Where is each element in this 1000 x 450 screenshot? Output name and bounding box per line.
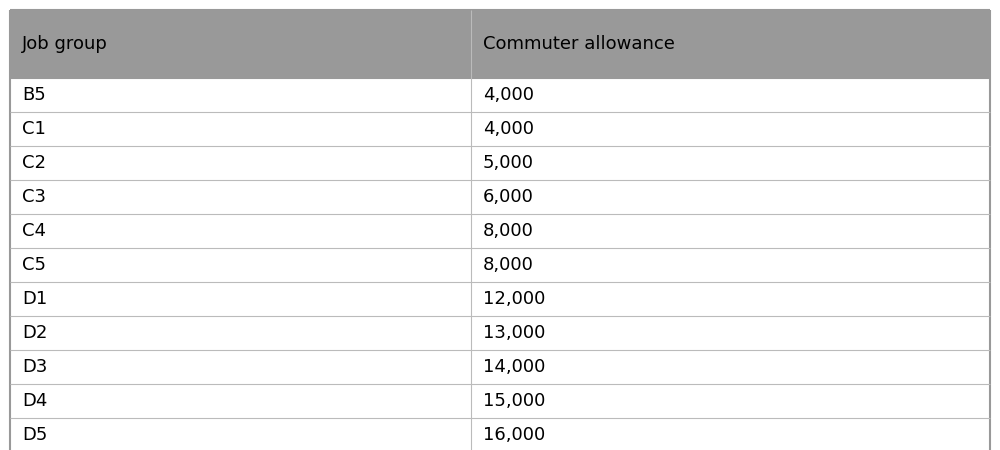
Bar <box>10 112 990 146</box>
Text: 4,000: 4,000 <box>483 120 534 138</box>
Bar <box>10 78 990 112</box>
Text: 4,000: 4,000 <box>483 86 534 104</box>
Text: Job group: Job group <box>22 35 108 53</box>
Text: D4: D4 <box>22 392 47 410</box>
Text: 16,000: 16,000 <box>483 426 545 444</box>
Text: 14,000: 14,000 <box>483 358 545 376</box>
Bar <box>10 418 990 450</box>
Bar <box>10 316 990 350</box>
Bar <box>10 350 990 384</box>
Bar <box>10 10 990 78</box>
Text: 8,000: 8,000 <box>483 256 533 274</box>
Text: 6,000: 6,000 <box>483 188 533 206</box>
Bar <box>10 146 990 180</box>
Text: B5: B5 <box>22 86 46 104</box>
Text: C4: C4 <box>22 222 46 240</box>
Text: C2: C2 <box>22 154 46 172</box>
Text: C1: C1 <box>22 120 46 138</box>
Bar <box>10 248 990 282</box>
Bar <box>10 214 990 248</box>
Bar <box>10 282 990 316</box>
Text: 12,000: 12,000 <box>483 290 545 308</box>
Text: 13,000: 13,000 <box>483 324 545 342</box>
Text: D3: D3 <box>22 358 47 376</box>
Text: D2: D2 <box>22 324 47 342</box>
Text: Commuter allowance: Commuter allowance <box>483 35 674 53</box>
Bar <box>10 180 990 214</box>
Text: D5: D5 <box>22 426 47 444</box>
Text: C5: C5 <box>22 256 46 274</box>
Bar <box>10 384 990 418</box>
Text: 15,000: 15,000 <box>483 392 545 410</box>
Text: 5,000: 5,000 <box>483 154 534 172</box>
Text: C3: C3 <box>22 188 46 206</box>
Text: 8,000: 8,000 <box>483 222 533 240</box>
Text: D1: D1 <box>22 290 47 308</box>
